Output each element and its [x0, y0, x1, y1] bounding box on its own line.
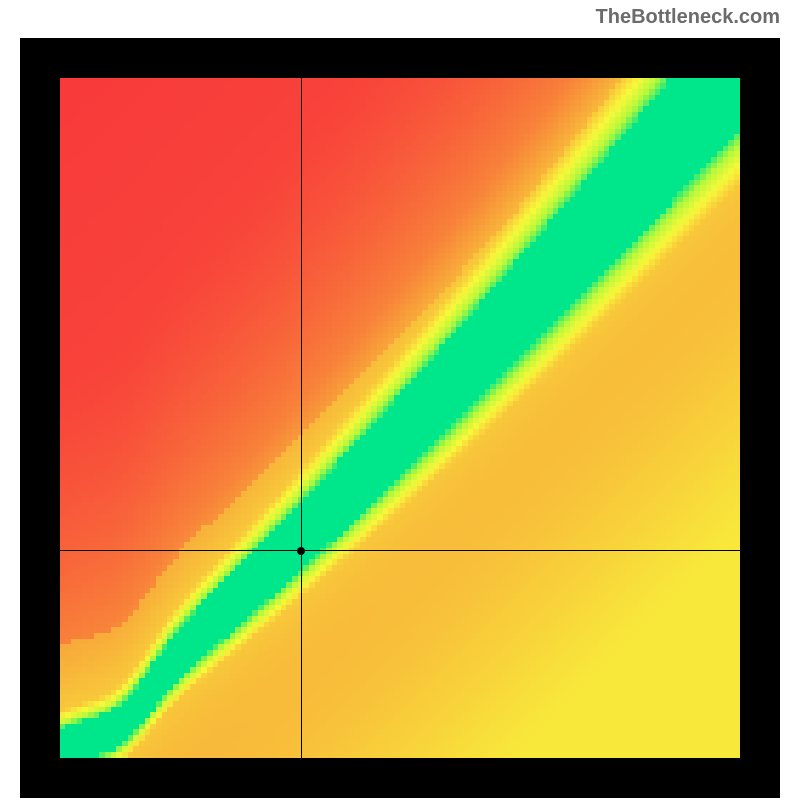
plot-area	[60, 78, 740, 758]
marker-dot	[297, 547, 305, 555]
plot-frame	[20, 38, 780, 798]
crosshair-vertical	[301, 78, 302, 758]
chart-container: TheBottleneck.com	[0, 0, 800, 800]
watermark-text: TheBottleneck.com	[596, 6, 780, 29]
crosshair-horizontal	[60, 550, 740, 551]
heatmap-canvas	[60, 78, 740, 758]
